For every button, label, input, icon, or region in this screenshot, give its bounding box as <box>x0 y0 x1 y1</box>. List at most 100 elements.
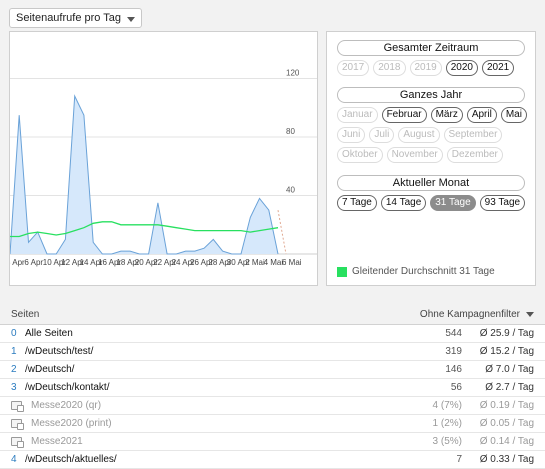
month-pill-januar[interactable]: Januar <box>337 107 378 123</box>
range-pill-14-tage[interactable]: 14 Tage <box>380 195 427 211</box>
metric-dropdown-label: Seitenaufrufe pro Tag <box>16 12 121 24</box>
pages-table: Seiten Ohne Kampagnenfilter 0 Alle Seiten… <box>0 305 545 469</box>
row-average: Ø 0.05 / Tag <box>479 418 534 429</box>
pageviews-area <box>10 96 278 254</box>
row-count: 544 <box>445 328 462 339</box>
x-tick-label: 6 Apr <box>24 258 43 267</box>
row-count: 3 (5%) <box>432 436 462 447</box>
table-row[interactable]: 4/wDeutsch/aktuelles/7 Ø 0.33 / Tag <box>0 451 545 469</box>
section-gesamter-zeitraum[interactable]: Gesamter Zeitraum <box>337 40 525 56</box>
range-pills: 7 Tage 14 Tage 31 Tage 93 Tage <box>337 195 526 211</box>
range-pill-7-tage[interactable]: 7 Tage <box>337 195 377 211</box>
month-pill-märz[interactable]: März <box>430 107 463 123</box>
row-page-name[interactable]: /wDeutsch/ <box>25 364 75 375</box>
row-page-name[interactable]: Alle Seiten <box>25 328 73 339</box>
row-count: 146 <box>445 364 462 375</box>
row-index: 2 <box>11 364 17 375</box>
row-average: Ø 2.7 / Tag <box>485 382 534 393</box>
range-pill-31-tage[interactable]: 31 Tage <box>430 195 476 211</box>
row-count: 4 (7%) <box>432 400 462 411</box>
x-tick-label: 6 Mai <box>282 258 302 267</box>
section-aktueller-monat[interactable]: Aktueller Monat <box>337 175 525 191</box>
chart-legend: Gleitender Durchschnitt 31 Tage <box>337 266 495 277</box>
row-page-name[interactable]: /wDeutsch/test/ <box>25 346 94 357</box>
x-tick-label: 4 Mai <box>264 258 284 267</box>
row-page-name[interactable]: /wDeutsch/kontakt/ <box>25 382 110 393</box>
row-average: Ø 0.33 / Tag <box>479 454 534 465</box>
table-row[interactable]: Messe2021 3 (5%) Ø 0.14 / Tag <box>0 433 545 451</box>
moving-average-line <box>10 221 279 238</box>
month-pill-september[interactable]: September <box>443 127 503 143</box>
year-pills: 2017 2018 2019 2020 2021 <box>337 60 515 76</box>
row-average: Ø 7.0 / Tag <box>485 364 534 375</box>
table-row[interactable]: Messe2020 (qr) 4 (7%) Ø 0.19 / Tag <box>0 397 545 415</box>
table-body: 0 Alle Seiten 544 Ø 25.9 / Tag 1/wDeutsch/te… <box>0 325 545 469</box>
month-pills-row-2: Juni Juli August September <box>337 127 503 143</box>
table-row[interactable]: 3/wDeutsch/kontakt/56 Ø 2.7 / Tag <box>0 379 545 397</box>
x-tick-label: 20 Apr <box>135 258 158 267</box>
y-tick-label: 40 <box>286 186 295 195</box>
month-pills-row-3: Oktober November Dezember <box>337 147 503 163</box>
campaign-icon <box>11 418 31 430</box>
row-page-name[interactable]: Messe2020 (print) <box>31 418 112 429</box>
campaign-icon <box>11 436 31 448</box>
row-page-name[interactable]: /wDeutsch/aktuelles/ <box>25 454 117 465</box>
x-tick-label: 18 Apr <box>116 258 139 267</box>
row-index: 0 <box>11 328 17 339</box>
campaign-filter-dropdown[interactable]: Ohne Kampagnenfilter <box>420 309 534 320</box>
row-average: Ø 0.14 / Tag <box>479 436 534 447</box>
legend-swatch <box>337 266 347 277</box>
row-page-name[interactable]: Messe2020 (qr) <box>31 400 102 411</box>
month-pill-november[interactable]: November <box>386 147 443 163</box>
y-tick-label: 120 <box>286 69 300 78</box>
section-ganzes-jahr[interactable]: Ganzes Jahr <box>337 87 525 103</box>
pageviews-line <box>10 94 279 255</box>
row-index: 3 <box>11 382 17 393</box>
row-average: Ø 0.19 / Tag <box>479 400 534 411</box>
table-row[interactable]: 2/wDeutsch/146 Ø 7.0 / Tag <box>0 361 545 379</box>
month-pill-juli[interactable]: Juli <box>369 127 395 143</box>
month-pill-juni[interactable]: Juni <box>337 127 366 143</box>
chevron-down-icon <box>526 312 534 317</box>
x-tick-label: 2 Mai <box>245 258 265 267</box>
x-tick-label: 10 Apr <box>43 258 66 267</box>
campaign-icon <box>11 400 31 412</box>
row-count: 56 <box>450 382 462 393</box>
x-tick-label: 12 Apr <box>61 258 84 267</box>
table-row[interactable]: 1/wDeutsch/test/319 Ø 15.2 / Tag <box>0 343 545 361</box>
table-row[interactable]: Messe2020 (print) 1 (2%) Ø 0.05 / Tag <box>0 415 545 433</box>
month-pills-row-1: Januar Februar März April Mai <box>337 107 527 123</box>
row-average: Ø 25.9 / Tag <box>479 328 534 339</box>
year-pill-2020[interactable]: 2020 <box>445 60 478 76</box>
month-pill-mai[interactable]: Mai <box>500 107 527 123</box>
table-row[interactable]: 0 Alle Seiten 544 Ø 25.9 / Tag <box>0 325 545 343</box>
chevron-down-icon <box>126 16 135 22</box>
x-tick-label: 16 Apr <box>98 258 121 267</box>
row-count: 319 <box>445 346 462 357</box>
x-tick-label: 3 Apr <box>10 258 25 267</box>
month-pill-dezember[interactable]: Dezember <box>446 147 503 163</box>
range-pill-93-tage[interactable]: 93 Tage <box>479 195 526 211</box>
row-count: 7 <box>456 454 462 465</box>
projection-line <box>277 210 287 255</box>
metric-dropdown[interactable]: Seitenaufrufe pro Tag <box>9 8 142 28</box>
year-pill-2018[interactable]: 2018 <box>373 60 406 76</box>
header-pages: Seiten <box>11 309 40 320</box>
month-pill-august[interactable]: August <box>398 127 440 143</box>
month-pill-oktober[interactable]: Oktober <box>337 147 383 163</box>
year-pill-2017[interactable]: 2017 <box>337 60 370 76</box>
month-pill-april[interactable]: April <box>466 107 497 123</box>
x-tick-label: 26 Apr <box>190 258 213 267</box>
y-tick-label: 80 <box>286 127 295 136</box>
row-page-name[interactable]: Messe2021 <box>31 436 83 447</box>
time-range-panel: Gesamter Zeitraum 2017 2018 2019 2020 2021 G… <box>326 31 536 286</box>
month-pill-februar[interactable]: Februar <box>381 107 427 123</box>
year-pill-2019[interactable]: 2019 <box>409 60 442 76</box>
x-tick-label: 28 Apr <box>208 258 231 267</box>
x-tick-label: 14 Apr <box>80 258 103 267</box>
year-pill-2021[interactable]: 2021 <box>482 60 515 76</box>
campaign-filter-label: Ohne Kampagnenfilter <box>419 309 520 320</box>
x-tick-label: 30 Apr <box>227 258 250 267</box>
